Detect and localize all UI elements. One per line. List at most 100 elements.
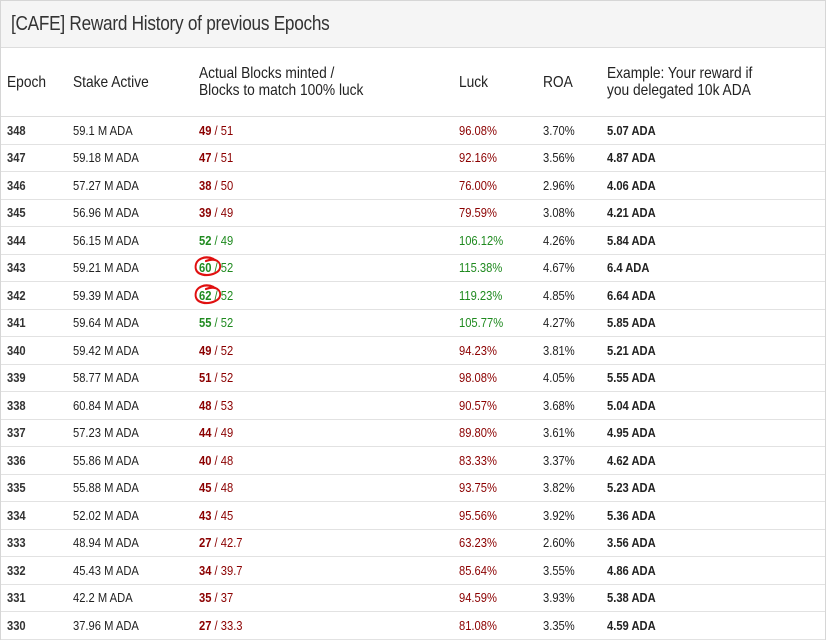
blocks-value: 27 / 33.3 [199, 618, 243, 633]
stake-cell: 55.88 M ADA [67, 474, 193, 502]
blocks-cell: 60 / 52 [193, 254, 453, 282]
minted-blocks: 40 [199, 452, 212, 468]
blocks-cell: 48 / 53 [193, 391, 453, 420]
panel-header: [CAFE] Reward History of previous Epochs [1, 1, 825, 48]
epoch-cell: 334 [1, 501, 67, 530]
blocks-separator: / [211, 150, 221, 166]
minted-blocks-wrap: 47 [199, 150, 211, 165]
epoch-cell-value: 337 [7, 425, 26, 441]
blocks-cell: 49 / 51 [193, 116, 453, 145]
table-row: 339 58.77 M ADA 51 / 52 98.08% 4.05% 5.55 ADA [1, 364, 825, 392]
blocks-value: 44 / 49 [199, 425, 233, 440]
luck-cell: 98.08% [453, 364, 537, 392]
stake-cell: 48.94 M ADA [67, 529, 193, 557]
minted-blocks-wrap: 49 [199, 343, 211, 358]
blocks-cell: 55 / 52 [193, 309, 453, 337]
blocks-value: 43 / 45 [199, 508, 233, 523]
table-row: 333 48.94 M ADA 27 / 42.7 63.23% 2.60% 3.56 A… [1, 529, 825, 557]
blocks-cell: 35 / 37 [193, 584, 453, 612]
luck-cell-value: 76.00% [459, 177, 497, 193]
luck-cell-value: 94.23% [459, 342, 497, 358]
blocks-cell: 51 / 52 [193, 364, 453, 392]
expected-blocks: 52 [220, 260, 234, 276]
roa-cell-value: 3.56% [543, 150, 575, 166]
blocks-cell: 38 / 50 [193, 171, 453, 200]
blocks-value: 27 / 42.7 [199, 535, 243, 550]
blocks-value: 35 / 37 [199, 590, 233, 605]
expected-blocks: 50 [220, 177, 234, 193]
reward-cell-value: 5.36 ADA [607, 507, 656, 523]
epoch-cell: 335 [1, 474, 67, 502]
luck-cell-value: 93.75% [459, 480, 497, 496]
reward-cell-value: 6.4 ADA [607, 260, 650, 276]
minted-blocks: 45 [199, 480, 212, 496]
stake-cell-value: 52.02 M ADA [73, 507, 139, 523]
epoch-cell-value: 346 [7, 177, 26, 193]
blocks-value: 60 / 52 [194, 256, 234, 277]
minted-blocks: 39 [199, 205, 212, 221]
luck-cell: 106.12% [453, 226, 537, 255]
reward-cell: 5.55 ADA [601, 364, 825, 392]
minted-blocks: 49 [199, 342, 212, 358]
reward-cell: 5.23 ADA [601, 474, 825, 502]
table-row: 344 56.15 M ADA 52 / 49 106.12% 4.26% 5.84 AD… [1, 226, 825, 255]
minted-blocks-wrap: 38 [199, 178, 211, 193]
col-header-reward: Example: Your reward if you delegated 10… [601, 48, 825, 117]
roa-cell-value: 4.67% [543, 260, 575, 276]
expected-blocks: 37 [220, 590, 234, 606]
table-row: 347 59.18 M ADA 47 / 51 92.16% 3.56% 4.87 ADA [1, 144, 825, 172]
roa-cell-value: 4.85% [543, 287, 575, 303]
epoch-cell: 347 [1, 144, 67, 172]
table-header-row: Epoch Stake Active Actual Blocks minted … [1, 48, 825, 117]
blocks-separator: / [211, 397, 221, 413]
reward-cell-value: 5.38 ADA [607, 590, 656, 606]
blocks-value: 39 / 49 [199, 205, 233, 220]
roa-cell-value: 3.37% [543, 452, 575, 468]
luck-cell-value: 98.08% [459, 370, 497, 386]
minted-blocks: 47 [199, 150, 212, 166]
minted-blocks-wrap: 44 [199, 425, 211, 440]
epoch-cell: 331 [1, 584, 67, 612]
minted-blocks-wrap: 35 [199, 590, 211, 605]
stake-cell-value: 59.1 M ADA [73, 122, 133, 138]
epoch-cell: 340 [1, 336, 67, 365]
reward-cell: 3.56 ADA [601, 529, 825, 557]
reward-cell-value: 4.86 ADA [607, 562, 656, 578]
roa-cell: 2.96% [537, 171, 601, 200]
blocks-separator: / [211, 232, 221, 248]
blocks-cell: 40 / 48 [193, 446, 453, 475]
minted-blocks: 34 [199, 562, 212, 578]
blocks-separator: / [211, 260, 221, 276]
table-row: 340 59.42 M ADA 49 / 52 94.23% 3.81% 5.21 ADA [1, 336, 825, 365]
blocks-cell: 44 / 49 [193, 419, 453, 447]
blocks-cell: 62 / 52 [193, 281, 453, 310]
reward-cell: 4.86 ADA [601, 556, 825, 585]
blocks-cell: 27 / 42.7 [193, 529, 453, 557]
stake-cell: 56.96 M ADA [67, 199, 193, 227]
stake-cell-value: 58.77 M ADA [73, 370, 139, 386]
epoch-cell: 341 [1, 309, 67, 337]
minted-blocks: 48 [199, 397, 212, 413]
col-header-luck: Luck [453, 48, 537, 117]
expected-blocks: 49 [220, 205, 234, 221]
table-row: 330 37.96 M ADA 27 / 33.3 81.08% 3.35% 4.59 A… [1, 611, 825, 640]
epoch-cell-value: 330 [7, 617, 26, 633]
stake-cell: 60.84 M ADA [67, 391, 193, 420]
luck-cell-value: 119.23% [459, 287, 503, 303]
roa-cell-value: 2.60% [543, 535, 575, 551]
reward-cell-value: 5.55 ADA [607, 370, 656, 386]
expected-blocks: 51 [220, 122, 234, 138]
epoch-cell: 344 [1, 226, 67, 255]
blocks-cell: 45 / 48 [193, 474, 453, 502]
expected-blocks: 49 [220, 232, 234, 248]
luck-cell: 83.33% [453, 446, 537, 475]
epoch-cell: 336 [1, 446, 67, 475]
epoch-cell-value: 332 [7, 562, 26, 578]
blocks-separator: / [211, 315, 221, 331]
table-row: 335 55.88 M ADA 45 / 48 93.75% 3.82% 5.23 ADA [1, 474, 825, 502]
blocks-separator: / [211, 287, 221, 303]
expected-blocks: 48 [220, 480, 234, 496]
roa-cell-value: 4.27% [543, 315, 575, 331]
roa-cell-value: 2.96% [543, 177, 575, 193]
roa-cell: 3.08% [537, 199, 601, 227]
